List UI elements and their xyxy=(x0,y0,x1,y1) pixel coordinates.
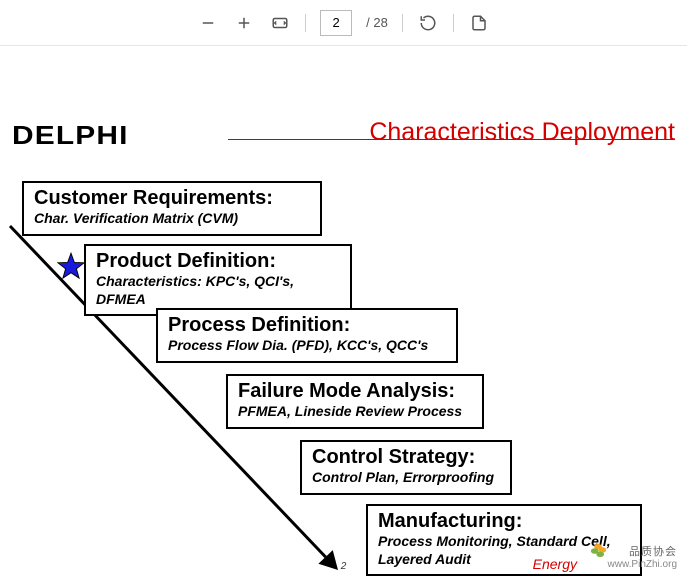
page-number-input[interactable] xyxy=(320,10,352,36)
box-subtitle: Char. Verification Matrix (CVM) xyxy=(34,210,310,228)
pdf-toolbar: / 28 xyxy=(0,0,687,46)
box-title: Control Strategy: xyxy=(312,446,500,469)
box-subtitle: Control Plan, Errorproofing xyxy=(312,469,500,487)
title-underline xyxy=(228,139,675,140)
fit-width-icon[interactable] xyxy=(269,12,291,34)
slide-content: DELPHI Characteristics Deployment Custom… xyxy=(0,46,687,576)
box-subtitle: Characteristics: KPC's, QCI's, DFMEA xyxy=(96,273,340,308)
energy-label: Energy xyxy=(533,556,577,572)
rotate-icon[interactable] xyxy=(417,12,439,34)
watermark: 品质协会 www.PinZhi.org xyxy=(608,543,677,570)
separator xyxy=(453,14,454,32)
box-subtitle: Process Flow Dia. (PFD), KCC's, QCC's xyxy=(168,337,446,355)
box-title: Failure Mode Analysis: xyxy=(238,380,472,403)
separator xyxy=(402,14,403,32)
slide-title: Characteristics Deployment xyxy=(369,118,675,147)
box-product-def: Product Definition:Characteristics: KPC'… xyxy=(84,244,352,316)
download-icon[interactable] xyxy=(468,12,490,34)
box-control-strat: Control Strategy:Control Plan, Errorproo… xyxy=(300,440,512,495)
box-subtitle: PFMEA, Lineside Review Process xyxy=(238,403,472,421)
flower-icon xyxy=(587,540,609,562)
box-title: Process Definition: xyxy=(168,314,446,337)
watermark-url: www.PinZhi.org xyxy=(608,559,677,570)
watermark-cn: 品质协会 xyxy=(608,543,677,559)
box-process-def: Process Definition:Process Flow Dia. (PF… xyxy=(156,308,458,363)
separator xyxy=(305,14,306,32)
box-title: Customer Requirements: xyxy=(34,187,310,210)
page-total-label: / 28 xyxy=(366,15,388,30)
zoom-in-icon[interactable] xyxy=(233,12,255,34)
box-failure-mode: Failure Mode Analysis:PFMEA, Lineside Re… xyxy=(226,374,484,429)
box-customer-req: Customer Requirements:Char. Verification… xyxy=(22,181,322,236)
delphi-logo: DELPHI xyxy=(12,120,129,151)
zoom-out-icon[interactable] xyxy=(197,12,219,34)
star-icon xyxy=(56,252,86,282)
box-title: Product Definition: xyxy=(96,250,340,273)
slide-page-number: 2 xyxy=(341,561,347,572)
box-title: Manufacturing: xyxy=(378,510,630,533)
